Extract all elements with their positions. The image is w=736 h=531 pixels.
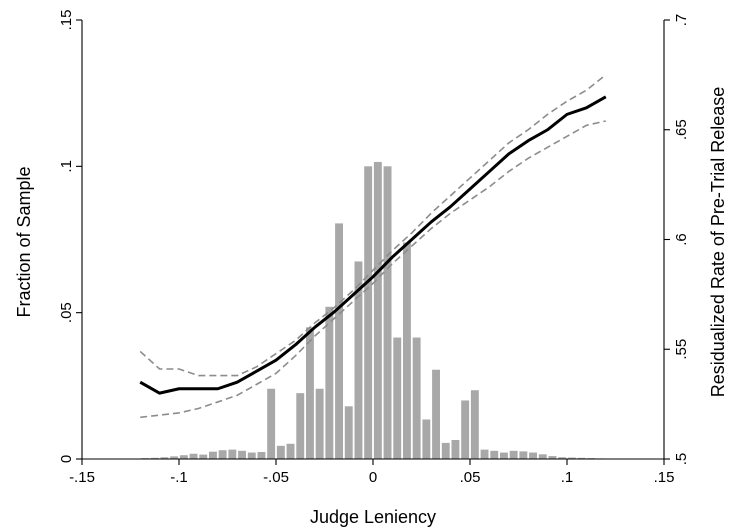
histogram-bar: [374, 162, 382, 459]
y2-tick-label: .6: [673, 233, 690, 246]
histogram-bar: [490, 451, 498, 459]
histogram-bar: [422, 419, 430, 459]
histogram-bar: [296, 393, 304, 459]
x-tick-label: -.1: [170, 469, 188, 486]
histogram-bar: [461, 400, 469, 459]
histogram-bar: [325, 307, 333, 459]
x-tick-label: 0: [369, 469, 377, 486]
histogram-bar: [258, 452, 266, 459]
x-tick-label: .05: [460, 469, 481, 486]
x-tick-label: -.05: [263, 469, 289, 486]
histogram-bar: [393, 338, 401, 459]
histogram-bar: [471, 390, 479, 459]
y2-axis-label: Residualized Rate of Pre-Trial Release: [708, 87, 728, 397]
histogram-bar: [267, 389, 275, 459]
histogram-bar: [209, 452, 217, 459]
histogram-bar: [442, 443, 450, 459]
histogram-bar: [384, 166, 392, 459]
histogram-bar: [432, 370, 440, 459]
y-tick-label: .1: [58, 160, 75, 173]
x-tick-label: -.15: [69, 469, 95, 486]
y-tick-label: .15: [58, 10, 75, 31]
histogram-bar: [248, 453, 256, 459]
x-tick-label: .1: [561, 469, 574, 486]
fit-line: [140, 97, 606, 393]
x-axis-label: Judge Leniency: [310, 507, 436, 527]
histogram-bar: [529, 453, 537, 459]
histogram-bar: [219, 450, 227, 459]
histogram-bar: [238, 451, 246, 459]
histogram-bar: [228, 450, 236, 459]
y2-tick-label: .5: [673, 453, 690, 466]
histogram-bar: [306, 327, 314, 459]
histogram-bar: [510, 451, 518, 459]
y-tick-label: .05: [58, 302, 75, 323]
histogram-bar: [316, 389, 324, 459]
confidence-band-line: [140, 75, 606, 376]
histogram-bar: [335, 223, 343, 459]
histogram-bar: [481, 450, 489, 459]
fit-lines: [140, 75, 606, 417]
histogram-bar: [277, 446, 285, 459]
y-tick-label: 0: [58, 455, 75, 463]
y2-tick-label: .65: [673, 119, 690, 140]
histogram-bar: [180, 455, 188, 459]
histogram-bar: [190, 454, 198, 459]
histogram-bar: [403, 242, 411, 459]
histogram-bar: [287, 444, 295, 459]
histogram-bar: [413, 338, 421, 459]
histogram-bar: [345, 406, 353, 459]
x-tick-label: .15: [654, 469, 675, 486]
y-axis-label: Fraction of Sample: [14, 166, 34, 317]
histogram-bar: [539, 454, 547, 459]
histogram-bar: [500, 453, 508, 459]
histogram-bar: [452, 440, 460, 459]
histogram-bar: [199, 455, 207, 459]
y2-tick-label: .55: [673, 339, 690, 360]
histogram-bar: [364, 166, 372, 459]
histogram-bar: [519, 451, 527, 459]
histogram-bars: [141, 162, 605, 459]
axes: [76, 20, 670, 465]
y2-tick-label: .7: [673, 14, 690, 27]
